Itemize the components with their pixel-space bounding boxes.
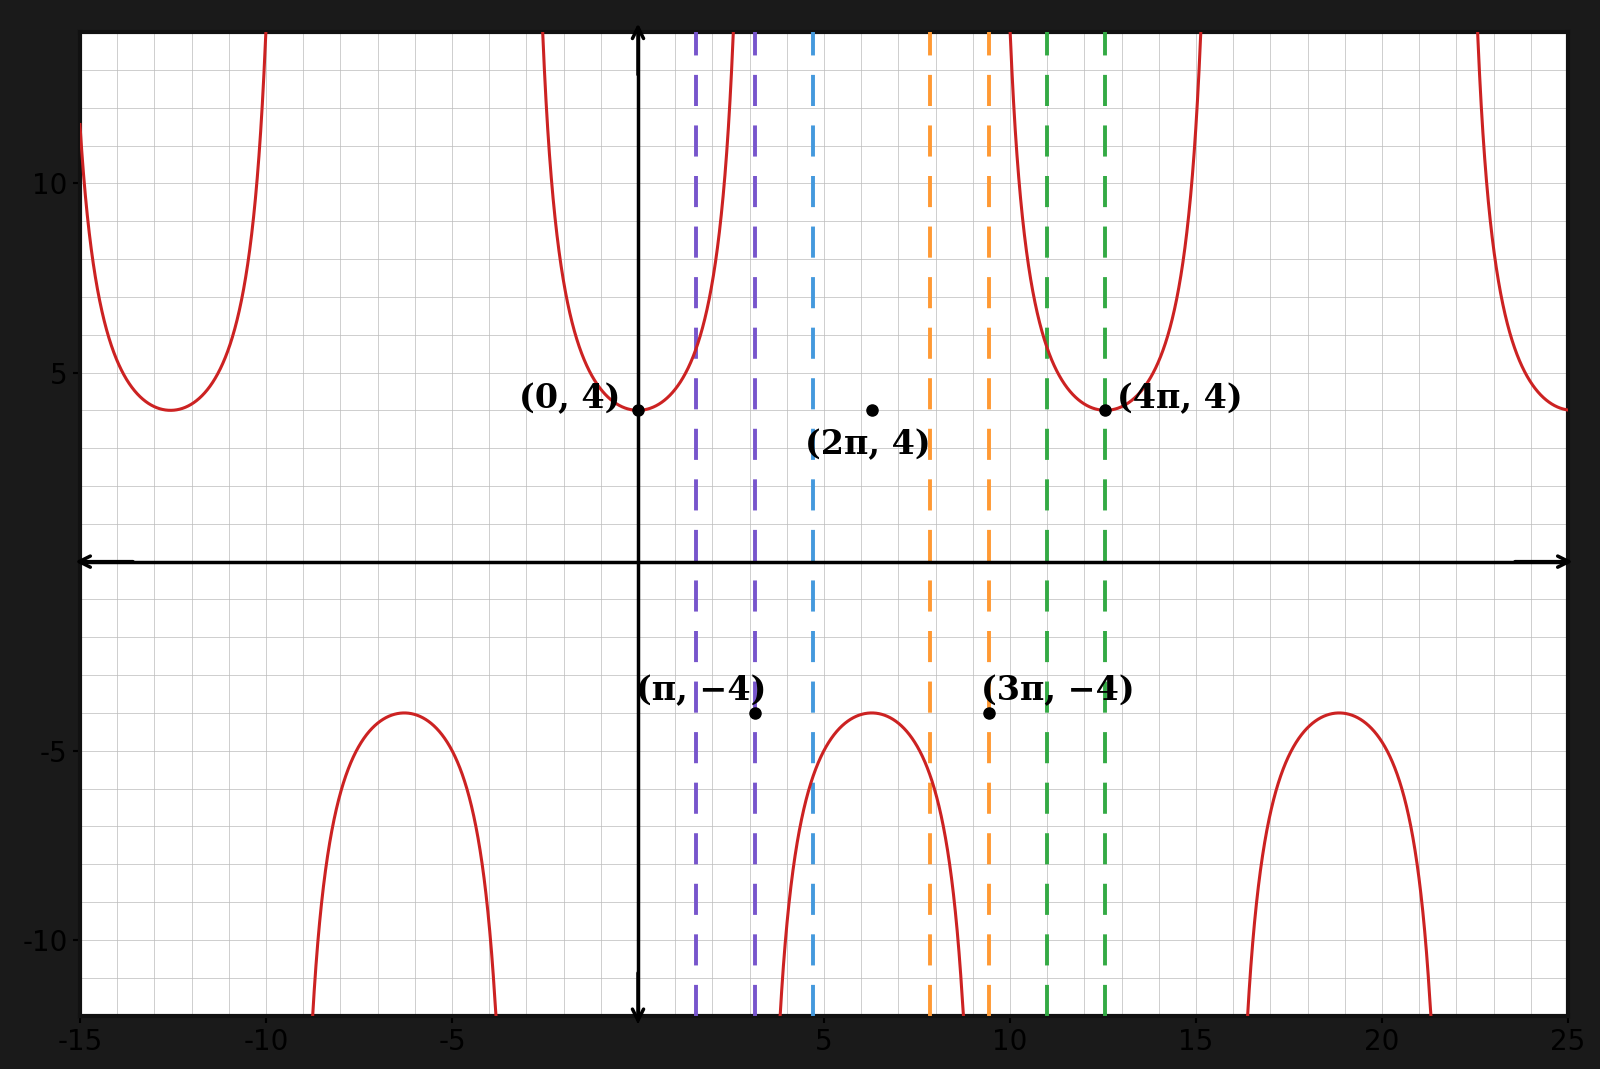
Text: (0, 4): (0, 4) <box>518 383 621 416</box>
Text: (2π, 4): (2π, 4) <box>805 428 930 461</box>
Text: (3π, −4): (3π, −4) <box>981 673 1134 707</box>
Text: (π, −4): (π, −4) <box>635 673 766 707</box>
Text: (4π, 4): (4π, 4) <box>1117 383 1242 416</box>
